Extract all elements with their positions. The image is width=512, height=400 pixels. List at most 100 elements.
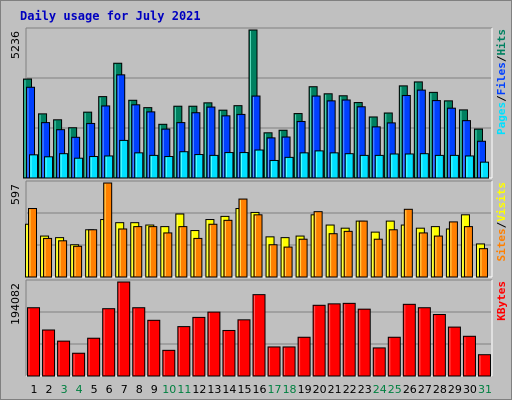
legend-item: Pages (495, 102, 508, 135)
bar-sites-3 (58, 240, 68, 278)
bar-pages-25 (389, 153, 399, 179)
x-tick-label-4: 4 (76, 383, 83, 396)
x-tick-label-20: 20 (313, 383, 327, 396)
y-max-label: 5236 (9, 31, 22, 59)
bar-sites-8 (133, 226, 143, 278)
x-tick-label-13: 13 (207, 383, 221, 396)
legend: Pages/Files/Hits (495, 29, 508, 135)
bar-kbytes-11 (177, 326, 191, 377)
bar-kbytes-9 (147, 319, 161, 377)
x-tick-label-9: 9 (151, 383, 158, 396)
x-tick-label-15: 15 (237, 383, 251, 396)
bar-pages-23 (359, 154, 369, 179)
bar-pages-12 (194, 154, 204, 179)
bar-pages-4 (74, 157, 84, 179)
bar-pages-19 (299, 152, 309, 179)
bar-kbytes-31 (477, 354, 491, 377)
bar-pages-7 (119, 139, 129, 179)
bar-pages-15 (239, 152, 249, 179)
bar-kbytes-13 (207, 311, 221, 377)
bar-pages-26 (404, 153, 414, 179)
bar-kbytes-26 (402, 303, 416, 377)
bar-sites-2 (43, 237, 53, 278)
bar-sites-1 (28, 208, 38, 278)
chart-title: Daily usage for July 2021 (20, 9, 201, 23)
bar-pages-1 (29, 154, 39, 179)
bar-sites-18 (283, 246, 293, 278)
bar-kbytes-19 (297, 336, 311, 377)
bar-sites-4 (73, 245, 83, 278)
bar-sites-21 (328, 233, 338, 278)
x-tick-label-31: 31 (478, 383, 492, 396)
bar-kbytes-2 (42, 329, 56, 377)
bar-sites-22 (343, 230, 353, 278)
bar-kbytes-27 (417, 307, 431, 377)
bar-sites-6 (103, 182, 113, 278)
bar-pages-29 (449, 154, 459, 179)
bar-kbytes-23 (357, 308, 371, 377)
bar-pages-16 (254, 149, 264, 179)
bar-sites-12 (193, 237, 203, 278)
legend-item: Sites (495, 228, 508, 261)
bar-sites-7 (118, 228, 128, 278)
bar-kbytes-30 (462, 335, 476, 377)
bar-sites-10 (163, 232, 173, 278)
bar-pages-10 (164, 156, 174, 179)
legend-item: KBytes (495, 281, 508, 321)
bar-sites-15 (238, 198, 248, 278)
bar-sites-26 (403, 208, 413, 278)
x-tick-label-6: 6 (106, 383, 113, 396)
bar-kbytes-17 (267, 346, 281, 377)
x-tick-label-12: 12 (192, 383, 206, 396)
bar-kbytes-24 (372, 347, 386, 377)
x-tick-label-22: 22 (343, 383, 357, 396)
bar-sites-28 (433, 235, 443, 278)
legend-item: Hits (495, 29, 508, 56)
bar-sites-13 (208, 223, 218, 278)
panel-2: 597 Sites/Visits (9, 180, 508, 278)
bar-pages-14 (224, 152, 234, 179)
x-tick-label-11: 11 (177, 383, 191, 396)
bar-kbytes-10 (162, 349, 176, 377)
bar-sites-23 (358, 220, 368, 278)
bar-pages-28 (434, 154, 444, 179)
y-max-label: 194082 (9, 283, 22, 325)
bar-kbytes-16 (252, 294, 266, 377)
bar-sites-16 (253, 214, 263, 278)
legend: KBytes (495, 281, 508, 321)
bar-pages-6 (104, 155, 114, 179)
x-tick-label-23: 23 (358, 383, 372, 396)
x-tick-label-30: 30 (463, 383, 477, 396)
bar-kbytes-6 (102, 308, 116, 377)
panel-3: 194082 KBytes (9, 279, 508, 377)
bar-pages-24 (374, 154, 384, 179)
bar-pages-11 (179, 151, 189, 179)
bar-pages-22 (344, 153, 354, 179)
bar-pages-30 (464, 155, 474, 179)
x-tick-label-2: 2 (46, 383, 53, 396)
x-tick-label-8: 8 (136, 383, 143, 396)
bar-sites-14 (223, 219, 233, 278)
x-tick-label-16: 16 (253, 383, 267, 396)
bar-kbytes-21 (327, 303, 341, 377)
legend-item: / (495, 55, 508, 62)
bar-kbytes-14 (222, 329, 236, 377)
bar-kbytes-25 (387, 336, 401, 377)
bar-pages-20 (314, 150, 324, 179)
bar-kbytes-12 (192, 316, 206, 377)
bar-kbytes-4 (72, 352, 86, 377)
bar-kbytes-8 (132, 307, 146, 377)
x-tick-label-10: 10 (162, 383, 176, 396)
bar-kbytes-1 (27, 307, 41, 377)
x-tick-label-21: 21 (328, 383, 342, 396)
x-tick-label-5: 5 (91, 383, 98, 396)
x-tick-label-14: 14 (222, 383, 236, 396)
x-tick-label-28: 28 (433, 383, 447, 396)
x-tick-label-26: 26 (403, 383, 417, 396)
bar-sites-19 (298, 238, 308, 278)
bar-sites-5 (88, 229, 98, 278)
bar-sites-11 (178, 226, 188, 278)
